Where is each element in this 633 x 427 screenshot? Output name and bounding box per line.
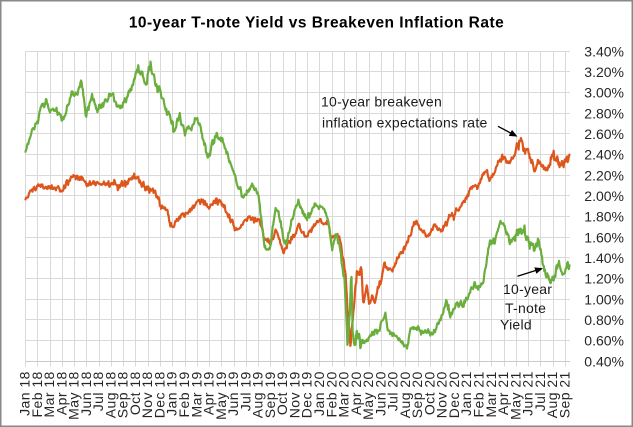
svg-text:Jan 18: Jan 18 [17, 371, 33, 416]
svg-text:Jun 20: Jun 20 [372, 371, 388, 416]
svg-text:1.20%: 1.20% [584, 271, 624, 287]
svg-text:Mar 18: Mar 18 [41, 371, 57, 417]
svg-text:Feb 21: Feb 21 [470, 371, 486, 417]
svg-text:Aug 21: Aug 21 [544, 371, 560, 418]
svg-text:1.80%: 1.80% [584, 209, 624, 225]
svg-text:T-note: T-note [505, 300, 546, 316]
svg-text:Mar 20: Mar 20 [336, 371, 352, 417]
svg-text:1.40%: 1.40% [584, 250, 624, 266]
svg-text:Nov 20: Nov 20 [434, 371, 450, 418]
svg-text:Oct 19: Oct 19 [274, 371, 290, 415]
svg-text:Sep 18: Sep 18 [115, 371, 131, 418]
svg-text:0.80%: 0.80% [584, 312, 624, 328]
svg-text:Sep 20: Sep 20 [409, 371, 425, 418]
svg-text:2.20%: 2.20% [584, 167, 624, 183]
svg-text:Nov 19: Nov 19 [286, 371, 302, 418]
svg-text:May 19: May 19 [213, 371, 229, 420]
svg-text:Sep 19: Sep 19 [262, 371, 278, 418]
svg-text:Jun 18: Jun 18 [78, 371, 94, 416]
svg-text:Feb 18: Feb 18 [29, 371, 45, 417]
svg-text:May 20: May 20 [360, 371, 376, 420]
svg-text:Jul 18: Jul 18 [90, 371, 106, 411]
svg-text:Oct 20: Oct 20 [421, 371, 437, 415]
svg-text:Mar 21: Mar 21 [483, 371, 499, 417]
svg-text:3.40%: 3.40% [584, 43, 624, 59]
svg-text:3.20%: 3.20% [584, 64, 624, 80]
svg-text:10-year breakeven: 10-year breakeven [321, 94, 442, 110]
svg-text:May 18: May 18 [66, 371, 82, 420]
svg-text:May 21: May 21 [507, 371, 523, 420]
svg-text:2.00%: 2.00% [584, 188, 624, 204]
svg-text:Mar 19: Mar 19 [188, 371, 204, 417]
svg-text:2.80%: 2.80% [584, 105, 624, 121]
svg-text:Jun 19: Jun 19 [225, 371, 241, 416]
svg-text:Apr 19: Apr 19 [201, 371, 217, 415]
svg-text:10-year T-note Yield vs Breake: 10-year T-note Yield vs Breakeven Inflat… [129, 15, 504, 32]
svg-text:Dec 20: Dec 20 [446, 371, 462, 418]
svg-text:Jan 20: Jan 20 [311, 371, 327, 416]
svg-text:2.60%: 2.60% [584, 126, 624, 142]
svg-text:Dec 19: Dec 19 [299, 371, 315, 418]
svg-text:2.40%: 2.40% [584, 147, 624, 163]
svg-text:3.00%: 3.00% [584, 85, 624, 101]
svg-text:Aug 19: Aug 19 [250, 371, 266, 418]
svg-text:Feb 20: Feb 20 [323, 371, 339, 417]
svg-text:Yield: Yield [500, 317, 532, 333]
svg-text:Jun 21: Jun 21 [520, 371, 536, 416]
svg-text:Jul 20: Jul 20 [385, 371, 401, 411]
svg-text:10-year: 10-year [503, 281, 552, 297]
svg-text:Jan 19: Jan 19 [164, 371, 180, 416]
svg-text:Oct 18: Oct 18 [127, 371, 143, 415]
svg-text:1.00%: 1.00% [584, 291, 624, 307]
svg-text:Jul 19: Jul 19 [237, 371, 253, 411]
svg-text:Jan 21: Jan 21 [458, 371, 474, 416]
svg-text:0.60%: 0.60% [584, 333, 624, 349]
svg-text:Nov 18: Nov 18 [139, 371, 155, 418]
svg-text:Jul 21: Jul 21 [532, 371, 548, 411]
svg-text:Aug 18: Aug 18 [102, 371, 118, 418]
svg-text:Apr 18: Apr 18 [53, 371, 69, 415]
svg-text:Dec 18: Dec 18 [151, 371, 167, 418]
svg-text:Sep 21: Sep 21 [556, 371, 572, 418]
svg-text:1.60%: 1.60% [584, 229, 624, 245]
svg-text:inflation expectations rate: inflation expectations rate [322, 115, 488, 131]
svg-text:Feb 19: Feb 19 [176, 371, 192, 417]
svg-text:0.40%: 0.40% [584, 353, 624, 369]
svg-text:Aug 20: Aug 20 [397, 371, 413, 418]
svg-text:Apr 21: Apr 21 [495, 371, 511, 415]
svg-text:Apr 20: Apr 20 [348, 371, 364, 415]
